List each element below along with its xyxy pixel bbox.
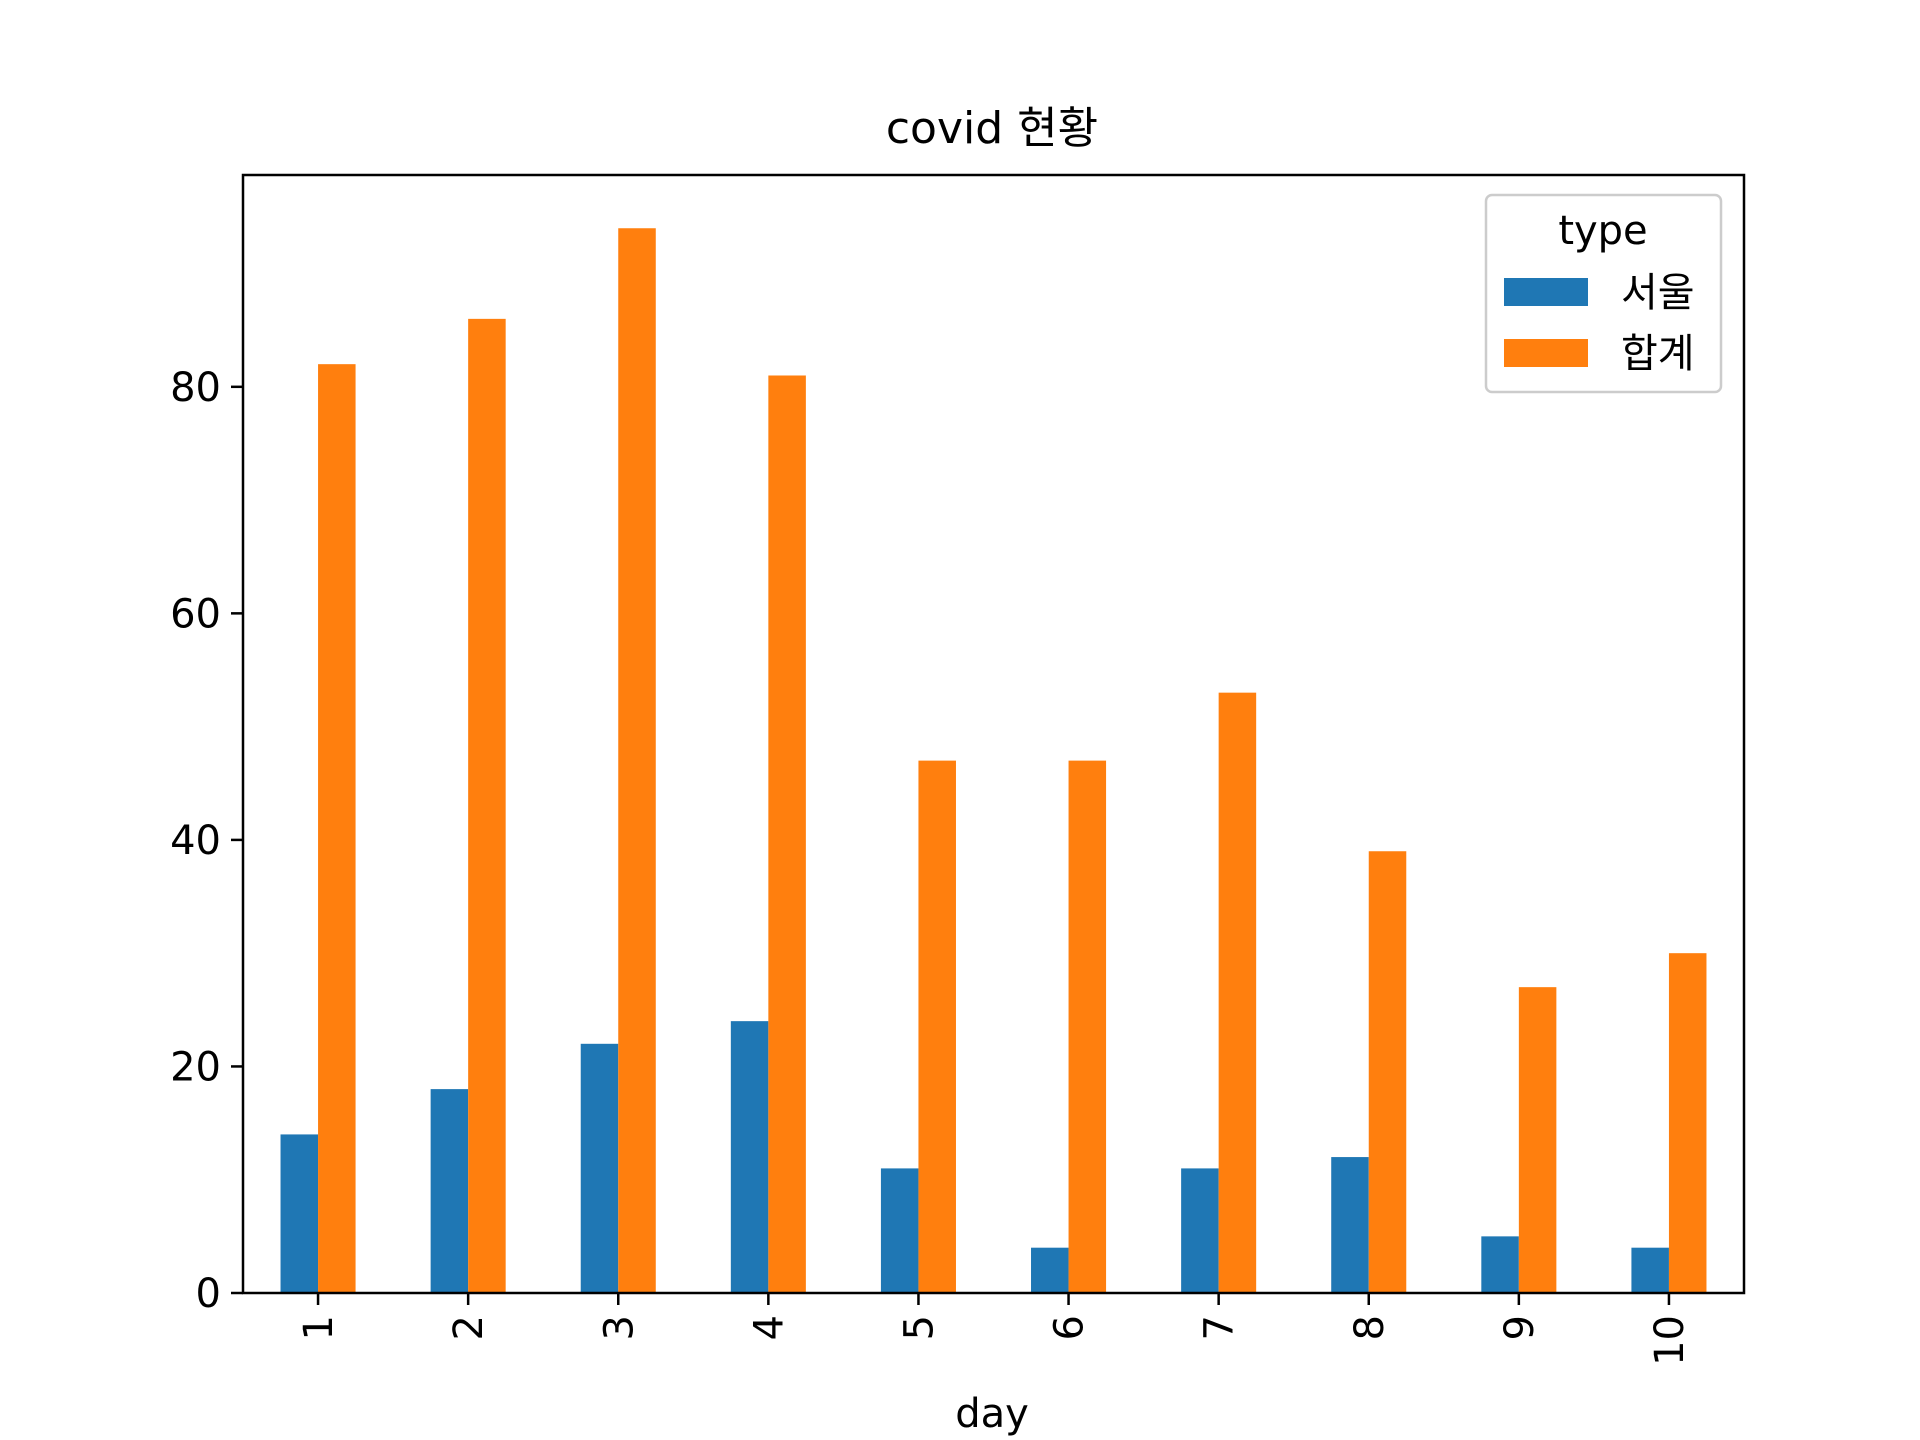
x-axis: 1 2 3 4 5 6 7 8 9 10 xyxy=(296,1293,1693,1366)
bar-seoul-day-3 xyxy=(580,1043,619,1293)
y-tick-label: 0 xyxy=(196,1271,221,1317)
y-tick-label: 80 xyxy=(170,365,221,411)
y-tick-label: 60 xyxy=(170,591,221,637)
bar-seoul-day-7 xyxy=(1181,1168,1219,1293)
legend-swatch-seoul xyxy=(1504,278,1588,306)
bar-seoul-day-9 xyxy=(1481,1236,1519,1293)
bar-total-day-8 xyxy=(1368,851,1407,1293)
x-tick-label: 7 xyxy=(1197,1315,1243,1340)
bar-total-day-2 xyxy=(468,318,506,1293)
bar-total-day-9 xyxy=(1518,987,1557,1293)
legend-label-total: 합계 xyxy=(1621,331,1695,377)
legend-swatch-total xyxy=(1504,339,1588,367)
x-axis-label: day xyxy=(955,1391,1029,1437)
bar-seoul-day-2 xyxy=(430,1089,469,1293)
bar-total-day-1 xyxy=(318,364,356,1293)
bar-total-day-10 xyxy=(1668,953,1707,1293)
y-axis: 0 20 40 60 80 xyxy=(170,365,243,1317)
legend: type 서울 합계 xyxy=(1484,193,1723,394)
x-tick-label: 4 xyxy=(746,1315,792,1340)
legend-title: type xyxy=(1558,208,1647,254)
bar-seoul-day-8 xyxy=(1331,1157,1369,1293)
x-tick-label: 10 xyxy=(1647,1315,1693,1366)
x-tick-label: 8 xyxy=(1347,1315,1393,1340)
x-tick-label: 2 xyxy=(446,1315,492,1340)
bar-total-day-6 xyxy=(1068,760,1107,1293)
y-tick-label: 20 xyxy=(170,1044,221,1090)
legend-label-seoul: 서울 xyxy=(1621,270,1695,316)
plot-frame xyxy=(241,173,1746,1295)
bar-total-day-5 xyxy=(918,760,956,1293)
chart-title: covid 현황 xyxy=(886,103,1098,154)
y-tick-label: 40 xyxy=(170,818,221,864)
x-tick-label: 3 xyxy=(596,1315,642,1340)
bar-seoul-day-4 xyxy=(730,1021,769,1293)
x-tick-label: 9 xyxy=(1497,1315,1543,1340)
x-tick-label: 1 xyxy=(296,1315,342,1340)
bar-total-day-3 xyxy=(618,228,656,1294)
bar-seoul-day-5 xyxy=(880,1168,919,1293)
bar-seoul-day-1 xyxy=(280,1134,319,1293)
x-tick-label: 6 xyxy=(1047,1315,1093,1340)
bar-seoul-day-10 xyxy=(1631,1247,1669,1293)
bars-group xyxy=(280,228,1707,1294)
x-tick-label: 5 xyxy=(896,1315,942,1340)
bar-total-day-7 xyxy=(1218,692,1257,1293)
bar-seoul-day-6 xyxy=(1031,1247,1069,1293)
bar-total-day-4 xyxy=(768,375,806,1293)
